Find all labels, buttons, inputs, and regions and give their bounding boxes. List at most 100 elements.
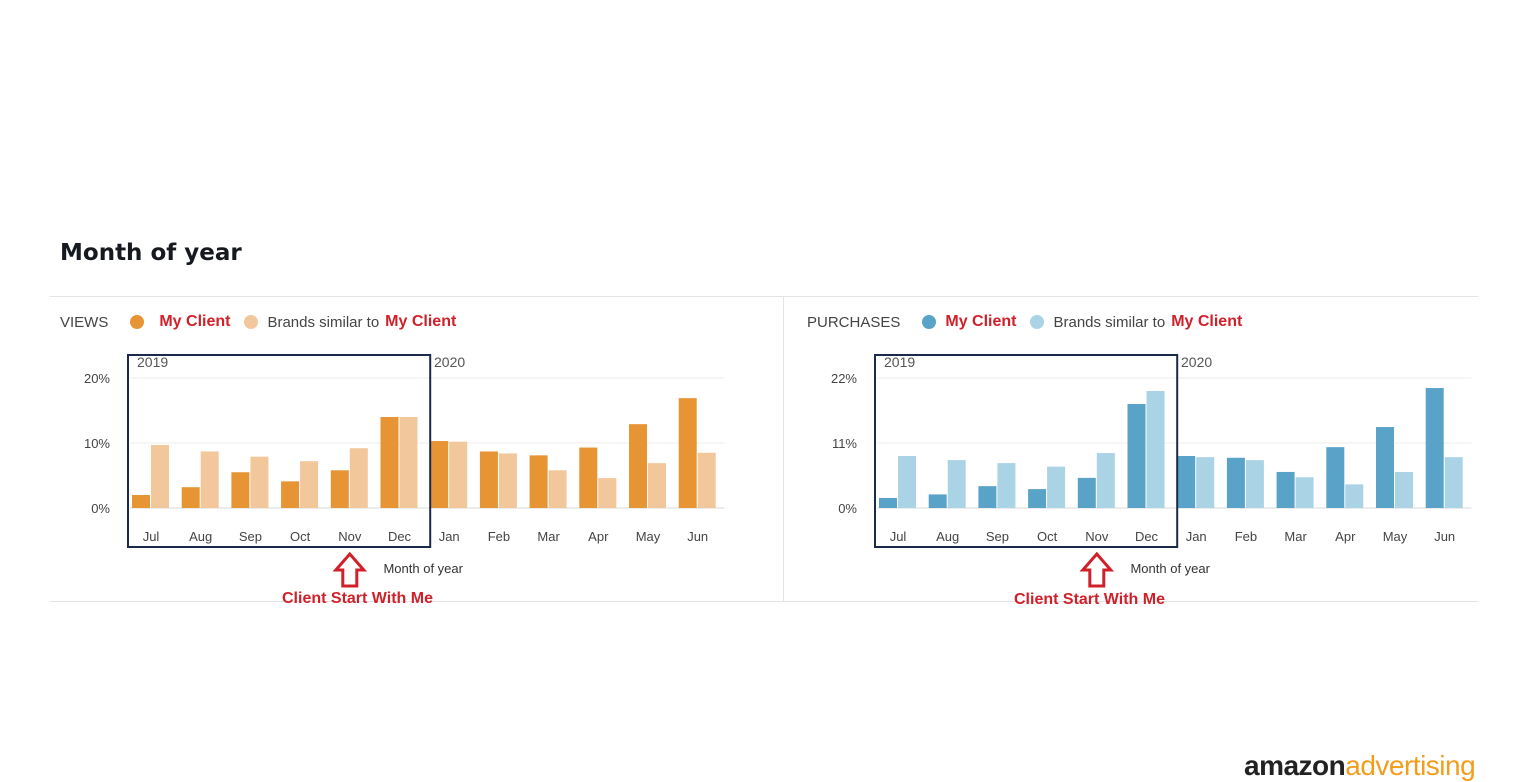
views-metric-label: VIEWS <box>60 313 109 331</box>
purchases-x-tick-label: May <box>1383 529 1408 544</box>
purchases-y-tick-label: 11% <box>832 436 857 451</box>
views-x-tick-label: Jan <box>439 529 460 544</box>
purchases-bar-client <box>928 494 947 508</box>
purchases-highlight-box <box>874 354 1179 548</box>
purchases-legend-similar-prefix: Brands similar to <box>1053 313 1166 331</box>
purchases-bar-similar <box>1395 471 1413 508</box>
views-bar-similar <box>548 470 567 508</box>
views-legend-similar-client: My Client <box>385 313 457 330</box>
views-bar-similar <box>399 417 418 508</box>
purchases-x-tick-label: Nov <box>1085 529 1109 544</box>
views-bar-client <box>678 398 697 508</box>
views-bar-chart: 0% 10% 20% Jul Aug Sep Oct Nov Dec Jan Feb Mar Apr Ma… <box>84 354 725 588</box>
views-bar-similar <box>349 448 368 508</box>
purchases-bar-similar <box>1196 457 1215 508</box>
purchases-x-tick-label: Aug <box>936 529 959 544</box>
views-legend-client: My Client <box>159 313 231 330</box>
purchases-bar-client <box>879 497 897 508</box>
views-bar-similar <box>200 451 219 508</box>
purchases-bar-client <box>1226 457 1245 508</box>
views-bar-similar <box>648 463 666 508</box>
top-divider <box>50 296 1478 297</box>
views-bar-client <box>579 447 598 508</box>
purchases-bar-client <box>1177 456 1196 508</box>
purchases-x-tick-label: Oct <box>1037 529 1058 544</box>
purchases-annotation-arrow-icon <box>1079 551 1115 588</box>
views-bar-similar <box>250 456 269 508</box>
purchases-x-axis-title: Month of year <box>1130 561 1210 576</box>
views-bar-client <box>281 481 300 508</box>
views-bar-client <box>629 424 647 508</box>
purchases-bar-client <box>1326 447 1345 508</box>
purchases-bar-similar <box>1444 457 1463 508</box>
views-bar-similar <box>598 478 617 508</box>
purchases-bar-client <box>1425 388 1444 508</box>
purchases-x-tick-label: Feb <box>1235 529 1257 544</box>
purchases-panel: PURCHASES My Client Brands similar to My… <box>807 300 1507 600</box>
views-bar-client <box>181 487 200 508</box>
views-bar-client <box>529 455 548 508</box>
purchases-x-tick-label: Apr <box>1335 529 1356 544</box>
views-bar-similar <box>697 452 716 508</box>
views-x-tick-label: Jul <box>143 529 160 544</box>
views-similar-dot <box>244 315 259 329</box>
panel-divider <box>783 297 784 601</box>
page-title: Month of year <box>60 240 242 266</box>
purchases-bar-client <box>1127 404 1146 508</box>
views-client-dot <box>130 315 145 329</box>
views-x-tick-label: Nov <box>338 529 362 544</box>
purchases-bar-similar <box>997 463 1016 508</box>
views-year-label: 2020 <box>434 354 465 370</box>
views-bar-client <box>479 451 498 508</box>
purchases-x-tick-label: Mar <box>1284 529 1307 544</box>
views-legend: VIEWS My Client Brands similar to My Cli… <box>60 313 456 331</box>
purchases-bar-client <box>978 486 997 508</box>
views-panel: VIEWS My Client Brands similar to My Cli… <box>60 300 760 600</box>
purchases-bar-similar <box>1245 460 1264 508</box>
purchases-bar-chart: 0% 11% 22% Jul Aug Sep Oct Nov Dec Jan Feb Mar Apr Ma… <box>831 354 1472 588</box>
views-x-tick-label: May <box>636 529 661 544</box>
purchases-x-tick-label: Jul <box>890 529 907 544</box>
purchases-year-label: 2019 <box>884 354 915 370</box>
purchases-annotation-text: Client Start With Me <box>1014 591 1165 608</box>
views-x-tick-label: Dec <box>388 529 412 544</box>
purchases-bar-client <box>1028 489 1047 508</box>
views-x-tick-label: Oct <box>290 529 311 544</box>
purchases-x-tick-label: Jun <box>1434 529 1455 544</box>
purchases-bar-client <box>1276 471 1295 508</box>
views-y-tick-label: 0% <box>91 501 110 516</box>
purchases-bar-similar <box>1295 477 1314 508</box>
purchases-legend: PURCHASES My Client Brands similar to My… <box>807 313 1242 331</box>
purchases-y-tick-label: 0% <box>838 501 857 516</box>
purchases-x-tick-label: Dec <box>1135 529 1159 544</box>
purchases-bar-similar <box>947 460 966 508</box>
views-x-tick-label: Sep <box>239 529 262 544</box>
views-bar-client <box>132 495 150 508</box>
logo-part2: advertising <box>1345 750 1476 781</box>
purchases-client-dot <box>922 315 937 329</box>
views-legend-similar-prefix: Brands similar to <box>267 313 380 331</box>
views-x-tick-label: Mar <box>537 529 560 544</box>
purchases-year-label: 2020 <box>1181 354 1212 370</box>
views-annotation-text: Client Start With Me <box>282 590 433 607</box>
views-y-tick-label: 20% <box>84 371 110 386</box>
views-bar-client <box>430 441 449 508</box>
views-highlight-box <box>127 354 432 548</box>
purchases-similar-dot <box>1030 315 1045 329</box>
views-x-tick-label: Feb <box>488 529 510 544</box>
purchases-bar-similar <box>1047 466 1066 508</box>
purchases-legend-similar-client: My Client <box>1171 313 1243 330</box>
views-bar-client <box>380 417 399 508</box>
views-bar-similar <box>151 444 169 508</box>
bottom-divider <box>50 601 1478 602</box>
views-bar-similar <box>449 441 468 508</box>
logo-part1: amazon <box>1244 750 1346 781</box>
views-bar-similar <box>498 453 517 508</box>
purchases-bar-similar <box>1345 484 1364 508</box>
views-bar-client <box>330 470 349 508</box>
views-y-tick-label: 10% <box>84 436 110 451</box>
views-x-axis-title: Month of year <box>383 561 463 576</box>
amazon-advertising-logo: amazonadvertising <box>1244 750 1476 782</box>
purchases-bar-client <box>1376 427 1394 508</box>
purchases-x-tick-label: Sep <box>986 529 1009 544</box>
